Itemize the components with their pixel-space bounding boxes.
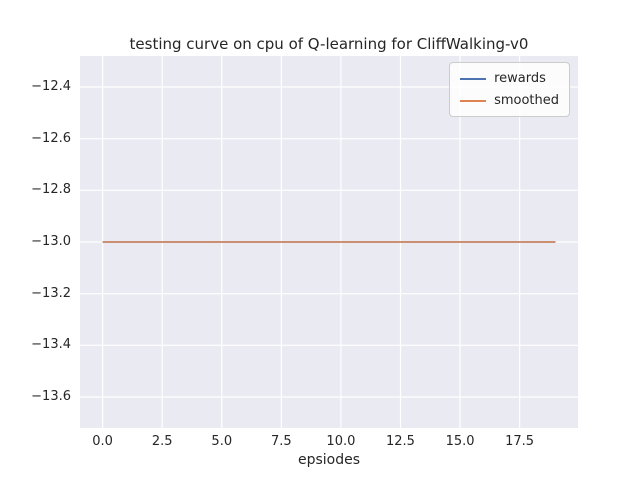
x-tick-label: 2.5	[151, 434, 173, 449]
legend-item-smoothed: smoothed	[460, 93, 559, 108]
x-axis-label: epsiodes	[297, 452, 361, 468]
y-tick-label: −12.6	[31, 130, 71, 146]
y-tick-label: −13.4	[31, 337, 71, 353]
legend-label: smoothed	[494, 93, 559, 108]
x-tick-label: 5.0	[211, 434, 233, 449]
legend: rewards smoothed	[449, 62, 570, 117]
legend-label: rewards	[494, 71, 546, 86]
y-tick-label: −12.4	[31, 79, 71, 94]
x-tick-label: 0.0	[92, 434, 113, 449]
y-tick-label: −13.0	[31, 234, 71, 249]
legend-line-swatch	[460, 77, 487, 80]
x-tick-label: 7.5	[271, 434, 292, 449]
x-tick-label: 12.5	[385, 434, 415, 449]
x-tick-label: 15.0	[445, 434, 475, 449]
legend-item-rewards: rewards	[460, 71, 559, 86]
x-tick-label: 17.5	[505, 434, 535, 449]
legend-line-swatch	[460, 99, 487, 102]
chart-title: testing curve on cpu of Q-learning for C…	[129, 35, 529, 53]
y-tick-label: −12.8	[31, 182, 71, 198]
x-tick-label: 10.0	[326, 434, 356, 449]
y-tick-label: −13.2	[31, 285, 71, 301]
y-tick-label: −13.6	[31, 389, 71, 404]
